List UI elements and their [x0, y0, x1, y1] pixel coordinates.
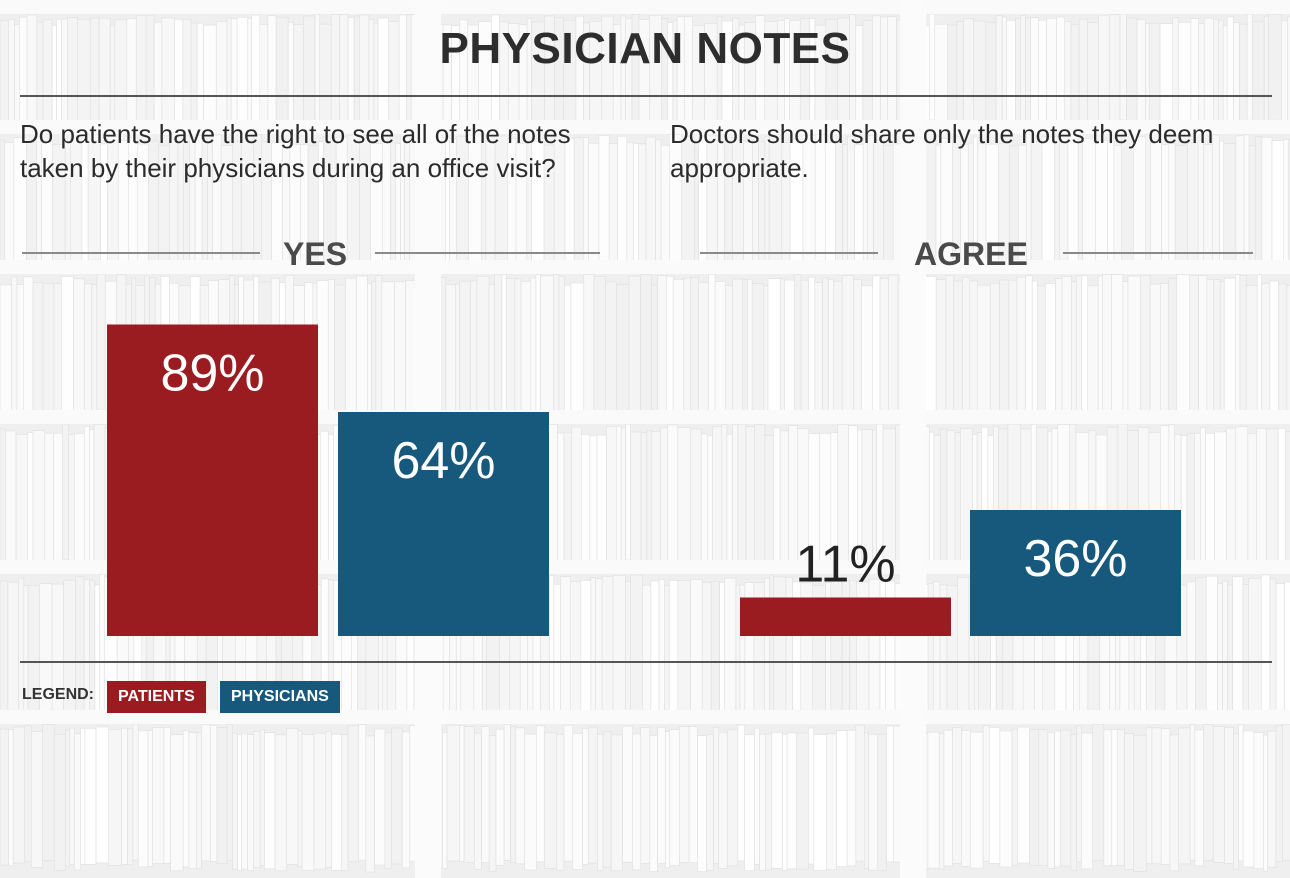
bar-yes-patients: [107, 324, 318, 636]
bar-agree-physicians: [970, 510, 1181, 636]
question-right: Doctors should share only the notes they…: [670, 119, 1214, 183]
heading-line-right-a: [700, 252, 878, 254]
data-label-yes-patients: 89%: [160, 345, 264, 403]
heading-line-right-b: [1063, 252, 1253, 254]
data-label-agree-patients: 11%: [795, 536, 895, 594]
legend-item-physicians: PHYSICIANS: [220, 681, 340, 713]
chart-title: PHYSICIAN NOTES: [439, 24, 851, 73]
data-label-agree-physicians: 36%: [1023, 530, 1127, 588]
heading-line-left-b: [375, 252, 600, 254]
legend-label: LEGEND:: [22, 686, 94, 703]
heading-line-left-a: [22, 252, 260, 254]
legend-item-patients: PATIENTS: [107, 681, 206, 713]
legend-divider: [20, 661, 1272, 663]
title-divider: [20, 95, 1272, 97]
bar-yes-physicians: [338, 412, 549, 636]
panel-heading-right: AGREE: [914, 236, 1028, 272]
data-label-yes-physicians: 64%: [391, 432, 495, 490]
bar-agree-patients: [740, 597, 951, 636]
panel-heading-left: YES: [283, 236, 348, 272]
question-left: Do patients have the right to see all of…: [20, 119, 571, 183]
